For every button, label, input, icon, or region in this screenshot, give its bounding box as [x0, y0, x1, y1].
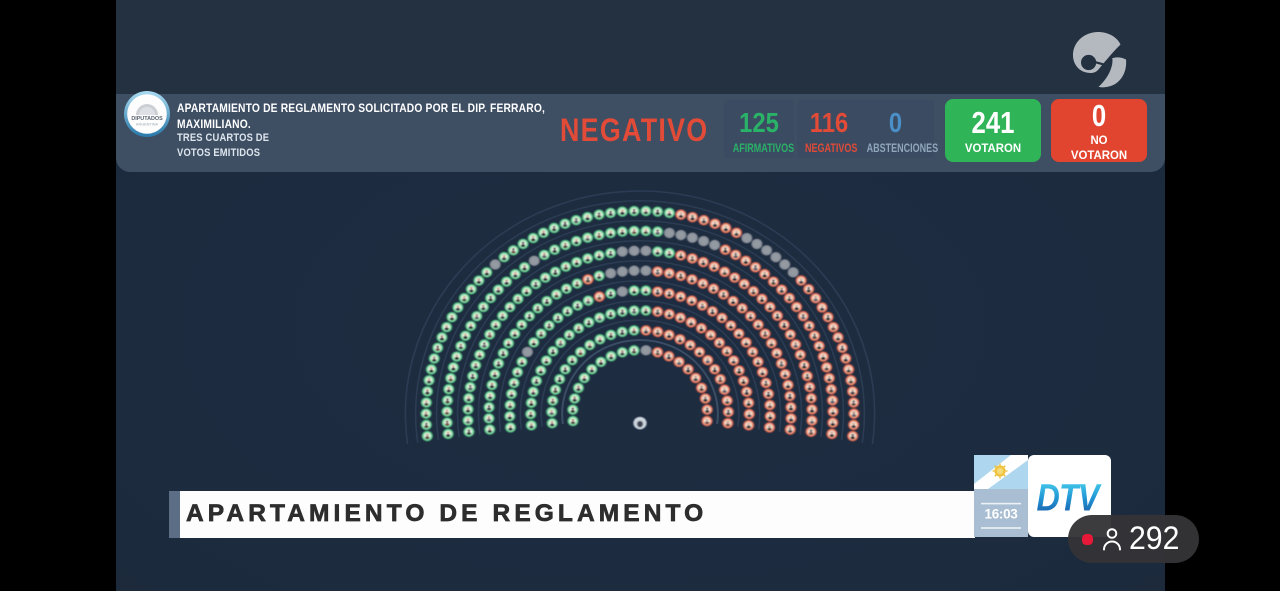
svg-text:DTV: DTV [1037, 477, 1102, 519]
svg-text:ARGENTINA: ARGENTINA [136, 123, 159, 127]
svg-text:16:03: 16:03 [984, 507, 1018, 522]
svg-text:DIPUTADOS: DIPUTADOS [131, 116, 163, 122]
